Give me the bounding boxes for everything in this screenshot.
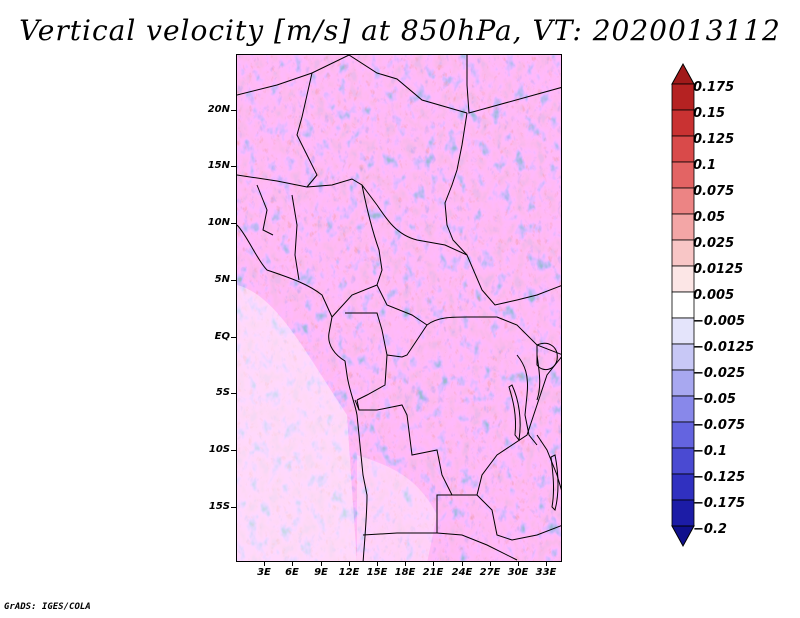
- lon-label: 9E: [314, 567, 328, 578]
- lat-label: 15S: [208, 501, 230, 512]
- colorbar-segment: [671, 395, 695, 423]
- colorbar-segment: [671, 317, 695, 345]
- lat-tick: [231, 337, 236, 338]
- colorbar-segment: [671, 447, 695, 475]
- colorbar-segment: [671, 343, 695, 371]
- lat-tick: [231, 280, 236, 281]
- lon-tick: [405, 562, 406, 566]
- lon-tick: [321, 562, 322, 566]
- lat-label: 20N: [207, 104, 230, 115]
- colorbar-segment: [671, 83, 695, 111]
- lat-label: 15N: [207, 160, 230, 171]
- colorbar-label: −0.1: [693, 444, 727, 459]
- colorbar-segment: [671, 109, 695, 137]
- colorbar-label: 0.0125: [693, 262, 744, 277]
- colorbar-label: −0.175: [693, 496, 746, 511]
- lat-label: 10S: [208, 444, 230, 455]
- colorbar-segment: [671, 473, 695, 501]
- lon-label: 33E: [535, 567, 557, 578]
- colorbar-segment: [671, 291, 695, 319]
- lake-malawi: [550, 454, 559, 511]
- lon-tick: [377, 562, 378, 566]
- colorbar: [671, 62, 695, 548]
- lat-tick: [231, 110, 236, 111]
- lon-label: 30E: [507, 567, 529, 578]
- lat-tick: [231, 450, 236, 451]
- lat-tick: [231, 166, 236, 167]
- velocity-field: [237, 55, 561, 561]
- map-title: Vertical velocity [m/s] at 850hPa, VT: 2…: [19, 14, 781, 47]
- lon-label: 6E: [285, 567, 299, 578]
- lat-label: EQ: [214, 331, 230, 342]
- lon-tick: [292, 562, 293, 566]
- colorbar-label: −0.005: [693, 314, 746, 329]
- lake-victoria: [536, 342, 558, 371]
- lon-label: 21E: [422, 567, 444, 578]
- lat-label: 10N: [207, 217, 230, 228]
- lat-tick: [231, 393, 236, 394]
- lat-tick: [231, 507, 236, 508]
- colorbar-arrow-bottom: [671, 525, 695, 548]
- colorbar-label: 0.175: [693, 80, 735, 95]
- map-plot-area: [236, 54, 562, 562]
- colorbar-label: 0.1: [693, 158, 717, 173]
- lat-label: 5N: [214, 274, 230, 285]
- lon-label: 27E: [479, 567, 501, 578]
- colorbar-segment: [671, 135, 695, 163]
- colorbar-segment: [671, 161, 695, 189]
- colorbar-segment: [671, 421, 695, 449]
- lon-label: 12E: [338, 567, 360, 578]
- lon-label: 18E: [394, 567, 416, 578]
- colorbar-segment: [671, 239, 695, 267]
- lat-label: 5S: [215, 387, 230, 398]
- colorbar-label: 0.005: [693, 288, 735, 303]
- colorbar-label: 0.075: [693, 184, 735, 199]
- colorbar-segment: [671, 187, 695, 215]
- colorbar-label: −0.125: [693, 470, 746, 485]
- colorbar-label: 0.05: [693, 210, 726, 225]
- colorbar-label: 0.025: [693, 236, 735, 251]
- country-borders: [237, 55, 561, 561]
- lon-label: 15E: [366, 567, 388, 578]
- colorbar-segment: [671, 265, 695, 293]
- colorbar-label: −0.2: [693, 522, 727, 537]
- colorbar-label: 0.15: [693, 106, 726, 121]
- lon-tick: [546, 562, 547, 566]
- colorbar-label: −0.025: [693, 366, 746, 381]
- colorbar-segment: [671, 213, 695, 241]
- lake-tanganyika: [508, 384, 521, 442]
- colorbar-label: −0.05: [693, 392, 736, 407]
- lon-tick: [264, 562, 265, 566]
- lon-tick: [462, 562, 463, 566]
- colorbar-segment: [671, 499, 695, 527]
- colorbar-label: −0.075: [693, 418, 746, 433]
- lat-tick: [231, 223, 236, 224]
- grads-credit: GrADS: IGES/COLA: [4, 602, 91, 612]
- lon-tick: [518, 562, 519, 566]
- lon-tick: [490, 562, 491, 566]
- lon-tick: [349, 562, 350, 566]
- colorbar-label: 0.125: [693, 132, 735, 147]
- lon-tick: [433, 562, 434, 566]
- lon-label: 3E: [257, 567, 271, 578]
- colorbar-label: −0.0125: [693, 340, 755, 355]
- colorbar-arrow-top: [671, 62, 695, 85]
- colorbar-segment: [671, 369, 695, 397]
- lon-label: 24E: [451, 567, 473, 578]
